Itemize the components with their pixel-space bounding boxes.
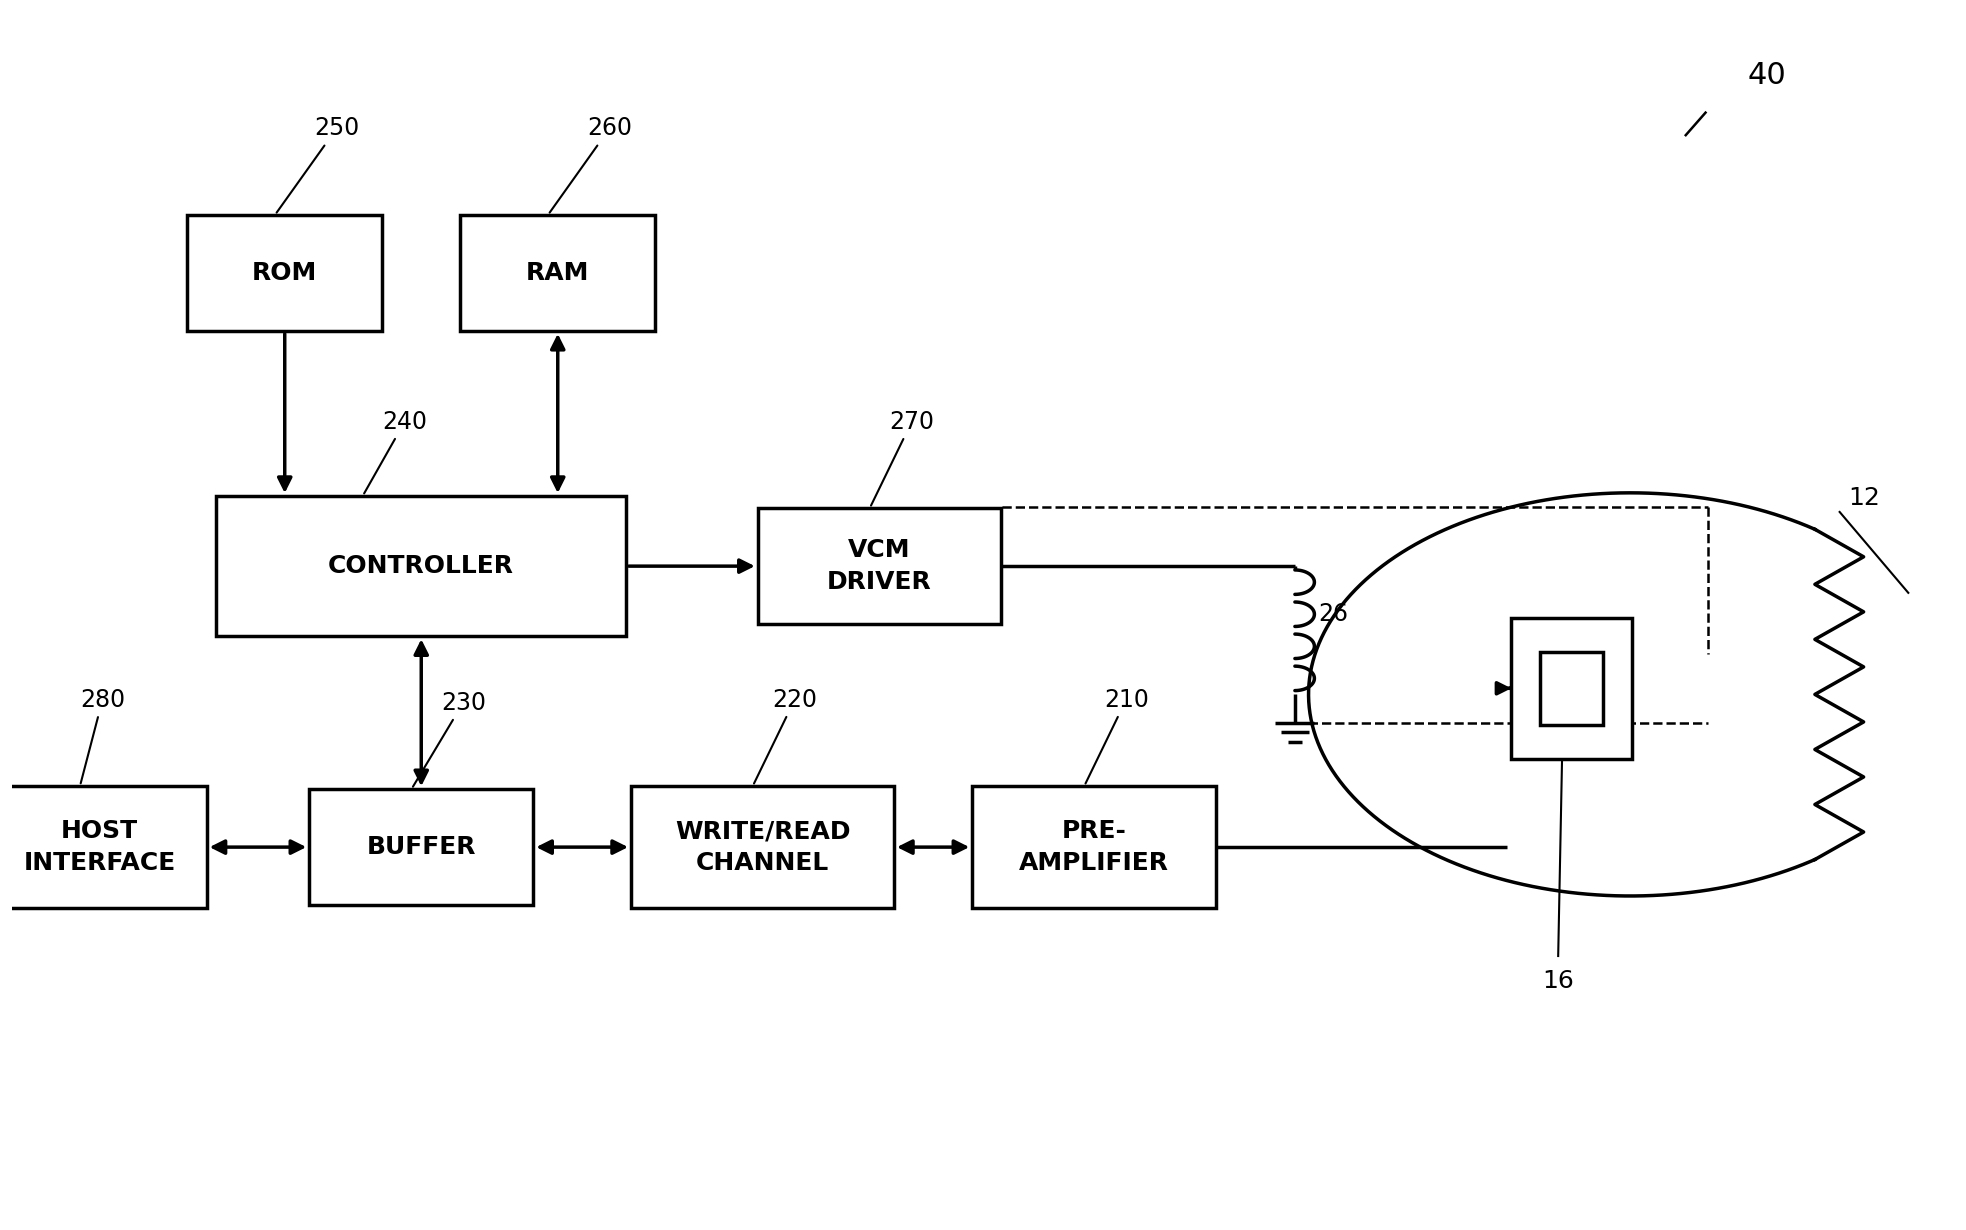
Bar: [460, 215, 655, 331]
Text: 16: 16: [1541, 968, 1575, 993]
Text: VCM
DRIVER: VCM DRIVER: [828, 539, 932, 594]
Bar: [1541, 652, 1602, 724]
Text: 270: 270: [871, 410, 934, 506]
Text: RAM: RAM: [527, 261, 590, 285]
Text: PRE-
AMPLIFIER: PRE- AMPLIFIER: [1018, 819, 1170, 875]
Text: 12: 12: [1848, 486, 1881, 510]
Text: WRITE/READ
CHANNEL: WRITE/READ CHANNEL: [674, 819, 849, 875]
Text: 220: 220: [755, 688, 818, 784]
Text: BUFFER: BUFFER: [366, 835, 476, 859]
Bar: [1512, 617, 1632, 759]
Bar: [0, 786, 206, 908]
Text: 240: 240: [364, 410, 427, 493]
Bar: [216, 496, 625, 636]
Text: 280: 280: [81, 688, 126, 784]
Bar: [631, 786, 895, 908]
Bar: [187, 215, 381, 331]
Text: 26: 26: [1319, 603, 1349, 626]
Text: 260: 260: [550, 117, 631, 213]
Text: HOST
INTERFACE: HOST INTERFACE: [24, 819, 175, 875]
Bar: [309, 790, 533, 905]
Text: 210: 210: [1085, 688, 1148, 784]
Bar: [757, 508, 1001, 624]
Text: CONTROLLER: CONTROLLER: [328, 555, 515, 578]
Text: 40: 40: [1748, 60, 1785, 90]
Text: ROM: ROM: [252, 261, 317, 285]
Text: 250: 250: [277, 117, 360, 213]
Bar: [971, 786, 1215, 908]
Text: 230: 230: [413, 691, 486, 787]
